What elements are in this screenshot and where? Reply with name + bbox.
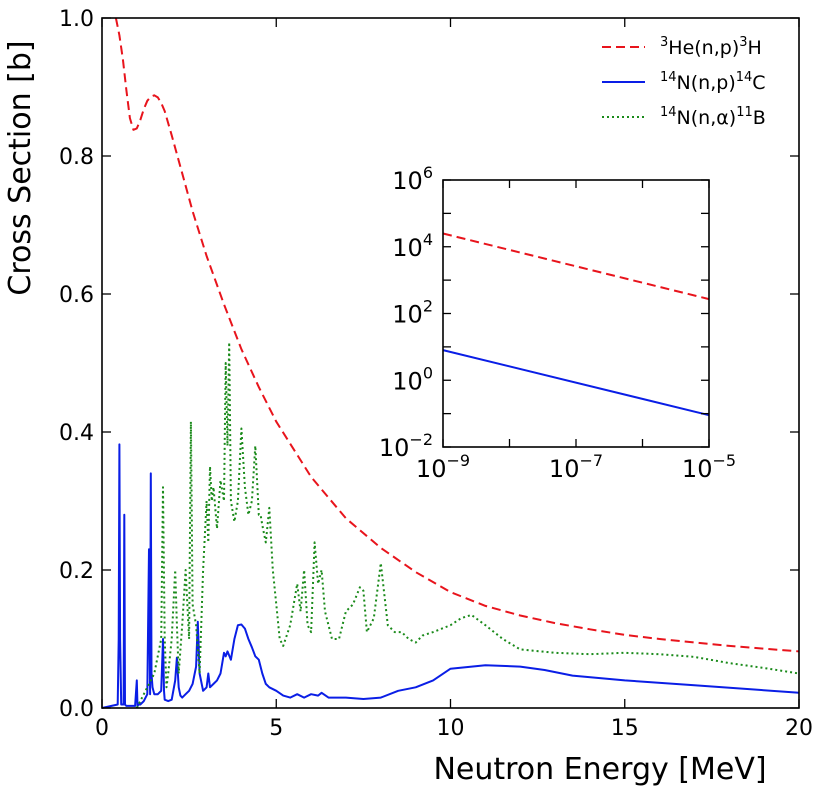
series-line-N14np xyxy=(101,443,800,709)
inset-y-tick-label: 10−2 xyxy=(379,430,433,462)
y-tick-label: 0.4 xyxy=(59,421,94,446)
inset-series-group xyxy=(442,232,710,417)
x-tick-label: 0 xyxy=(95,716,109,741)
legend-label-N14np: 14N(n,p)14C xyxy=(660,70,766,94)
y-tick-label: 0.0 xyxy=(59,697,94,722)
series-line-He3 xyxy=(114,17,800,653)
y-tick-label: 0.8 xyxy=(59,145,94,170)
legend-label-He3: 3He(n,p)3H xyxy=(660,35,762,59)
inset-y-tick-label: 102 xyxy=(392,297,433,329)
x-tick-label: 15 xyxy=(611,716,639,741)
legend-label-N14na: 14N(n,α)11B xyxy=(660,105,766,129)
inset-x-tick-label: 10−7 xyxy=(549,451,603,483)
main-ticks: 0 5 10 15 20 0.0 0.2 0.4 0.6 0.8 1.0 xyxy=(59,7,813,741)
inset-ticks: 10−9 10−7 10−5 10−2 100 102 104 106 xyxy=(379,163,736,483)
inset-x-tick-label: 10−5 xyxy=(682,451,736,483)
x-tick-label: 5 xyxy=(269,716,283,741)
inset-y-tick-label: 100 xyxy=(392,363,433,395)
legend: 3He(n,p)3H 14N(n,p)14C 14N(n,α)11B xyxy=(602,35,766,129)
y-axis-title: Cross Section [b] xyxy=(3,40,38,295)
inset-x-tick-label: 10−9 xyxy=(416,451,470,483)
x-axis-title: Neutron Energy [MeV] xyxy=(433,752,766,787)
inset-y-tick-label: 106 xyxy=(392,163,433,195)
inset-background xyxy=(443,180,709,447)
inset-series-line-He3 xyxy=(442,232,710,301)
y-tick-label: 0.6 xyxy=(59,283,94,308)
inset-series-line-N14np xyxy=(442,349,710,417)
y-tick-label: 0.2 xyxy=(59,559,94,584)
inset-y-tick-label: 104 xyxy=(392,230,433,262)
main-series-group xyxy=(101,17,800,709)
y-tick-label: 1.0 xyxy=(59,7,94,32)
x-tick-label: 10 xyxy=(437,716,465,741)
x-tick-label: 20 xyxy=(785,716,813,741)
